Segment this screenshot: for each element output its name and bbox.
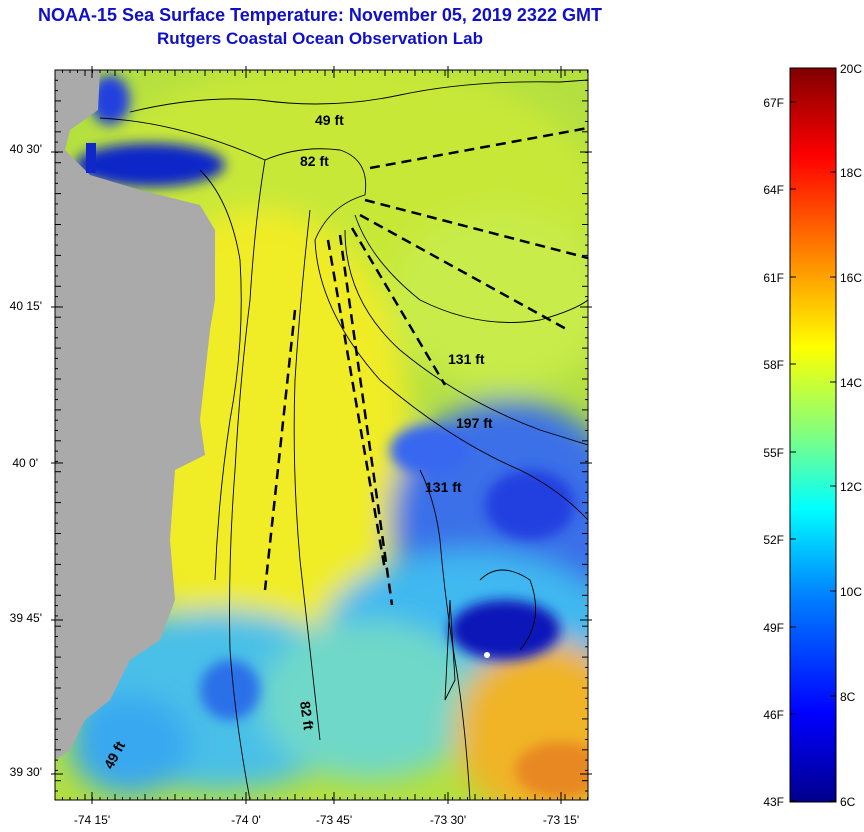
lon-label: -74 15' [74, 813, 110, 827]
colorbar-f-label: 46F [763, 708, 784, 722]
lat-label: 40 15' [10, 299, 42, 313]
colorbar-c-label: 16C [840, 271, 862, 285]
colorbar-c-label: 18C [840, 166, 862, 180]
colorbar-c-label: 10C [840, 585, 862, 599]
lon-label: -73 15' [543, 813, 579, 827]
shipping-lanes [263, 126, 588, 606]
colorbar-c-label: 14C [840, 376, 862, 390]
lat-label: 39 45' [10, 611, 42, 625]
colorbar-c-label: 12C [840, 480, 862, 494]
depth-label: 82 ft [300, 153, 329, 169]
colorbar-f-label: 55F [763, 446, 784, 460]
depth-label: 82 ft [297, 700, 317, 731]
colorbar-c-label: 20C [840, 62, 862, 76]
lat-label: 40 30' [10, 142, 42, 156]
colorbar-f-label: 52F [763, 533, 784, 547]
map-subtitle: Rutgers Coastal Ocean Observation Lab [157, 29, 483, 48]
lon-label: -74 0' [231, 813, 261, 827]
colorbar: 20C 18C 16C 14C 12C 10C 8C 6C 67F 64F 61… [763, 62, 862, 809]
colorbar-gradient [789, 67, 837, 803]
depth-label: 197 ft [456, 415, 493, 431]
colorbar-c-label: 8C [840, 690, 856, 704]
frame-ticks [51, 66, 592, 804]
depth-contours [99, 79, 588, 800]
colorbar-f-label: 49F [763, 621, 784, 635]
colorbar-f-label: 61F [763, 271, 784, 285]
colorbar-f-label: 64F [763, 183, 784, 197]
colorbar-f-label: 58F [763, 358, 784, 372]
lat-label: 39 30' [10, 765, 42, 779]
lat-label: 40 0' [12, 456, 38, 470]
lon-label: -73 30' [430, 813, 466, 827]
map-frame [54, 69, 589, 801]
depth-label: 131 ft [448, 351, 485, 367]
map-title: NOAA-15 Sea Surface Temperature: Novembe… [38, 5, 602, 25]
colorbar-c-label: 6C [840, 795, 856, 809]
lon-label: -73 45' [316, 813, 352, 827]
sst-field [55, 70, 588, 800]
depth-label: 49 ft [315, 112, 344, 128]
colorbar-f-label: 67F [763, 96, 784, 110]
depth-label: 131 ft [425, 479, 462, 495]
colorbar-f-label: 43F [763, 795, 784, 809]
